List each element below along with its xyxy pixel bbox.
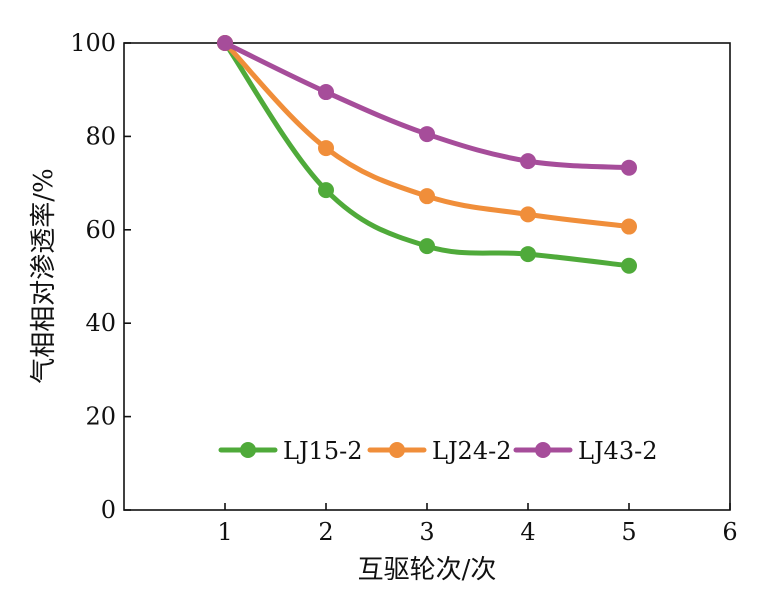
x-tick-label: 5 xyxy=(621,518,636,546)
x-tick-label: 3 xyxy=(419,518,434,546)
data-point xyxy=(621,257,637,274)
data-point xyxy=(419,126,435,143)
legend-item: LJ43-2 xyxy=(513,437,657,465)
data-point xyxy=(520,153,536,170)
y-tick-label: 0 xyxy=(101,496,116,524)
data-point xyxy=(419,188,435,205)
x-tick-label: 2 xyxy=(318,518,333,546)
data-point xyxy=(621,218,637,235)
series-layer xyxy=(217,35,637,274)
series-line xyxy=(222,40,632,171)
data-point xyxy=(520,206,536,223)
x-axis: 1 2 3 4 5 6 xyxy=(217,503,738,546)
y-tick-label: 60 xyxy=(85,216,116,244)
data-point xyxy=(419,238,435,255)
x-tick-label: 4 xyxy=(520,518,535,546)
legend-marker xyxy=(535,442,551,458)
x-tick-label: 6 xyxy=(722,518,737,546)
legend-item: LJ24-2 xyxy=(367,437,511,465)
y-tick-label: 100 xyxy=(70,29,116,57)
legend-label: LJ15-2 xyxy=(283,437,362,465)
x-axis-title: 互驱轮次/次 xyxy=(358,555,497,585)
y-tick-label: 40 xyxy=(85,309,116,337)
series-line xyxy=(222,40,632,269)
y-axis-title: 气相相对渗透率/% xyxy=(29,168,59,383)
series-LJ43-2 xyxy=(217,35,637,176)
y-tick-label: 20 xyxy=(85,403,116,431)
data-point xyxy=(217,35,233,51)
legend-item: LJ15-2 xyxy=(218,437,362,465)
y-axis: 0 20 40 60 80 100 xyxy=(70,29,131,524)
legend-marker xyxy=(240,442,256,458)
series-LJ24-2 xyxy=(217,35,637,235)
data-point xyxy=(318,84,334,101)
x-tick-label: 1 xyxy=(217,518,232,546)
data-point xyxy=(520,246,536,263)
legend-label: LJ43-2 xyxy=(578,437,657,465)
legend-label: LJ24-2 xyxy=(432,437,511,465)
data-point xyxy=(318,140,334,157)
y-tick-label: 80 xyxy=(85,122,116,150)
data-point xyxy=(318,182,334,199)
legend-marker xyxy=(389,442,405,458)
legend: LJ15-2 LJ24-2 LJ43-2 xyxy=(218,437,657,465)
data-point xyxy=(621,159,637,176)
